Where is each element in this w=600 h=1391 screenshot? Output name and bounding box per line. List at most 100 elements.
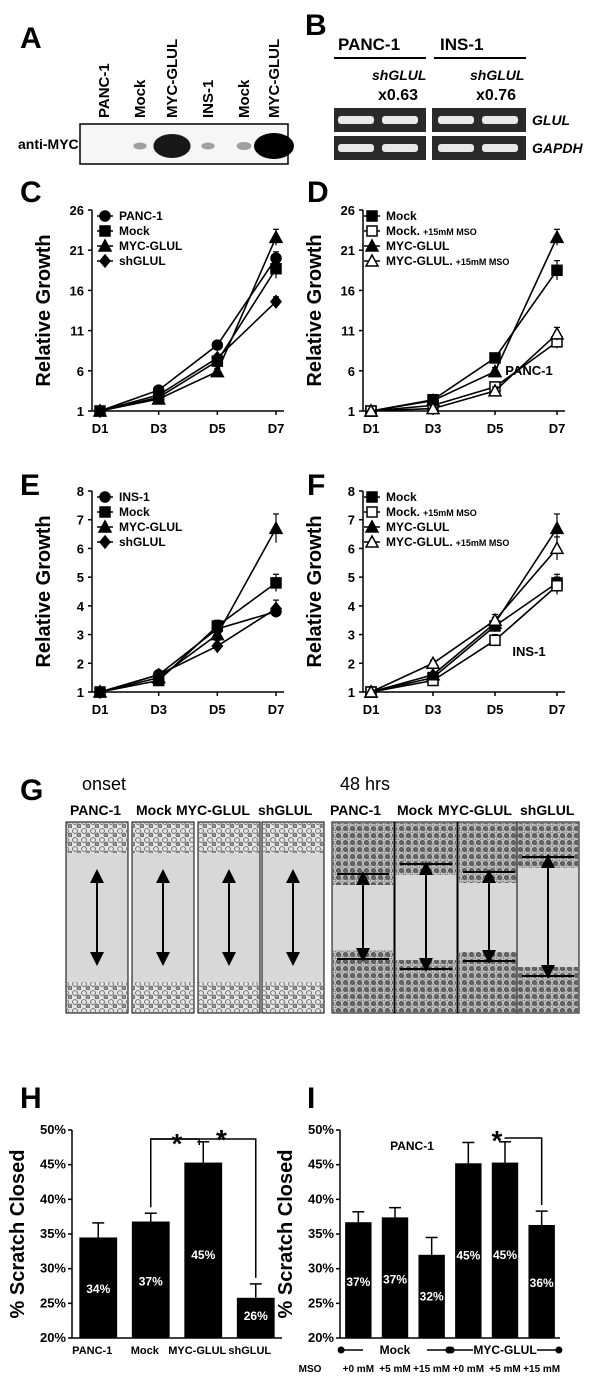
d-point-0-3 (551, 264, 563, 277)
i-group-dot-end-1 (555, 1346, 563, 1354)
f-legend-label-3: MYC-GLUL. +15mM MSO (386, 535, 509, 549)
f-point-2-3 (549, 520, 565, 535)
e-xtick-label-2: D5 (209, 702, 226, 717)
i-group-label-bg-1 (473, 1342, 537, 1358)
d-xtick-label-2: D5 (487, 421, 504, 436)
f-xtick-label-2: D5 (487, 702, 504, 717)
h-significance-0: * (172, 1128, 183, 1159)
i-bar-0 (345, 1222, 372, 1338)
gel-treatment-panc1: shGLUL (372, 67, 426, 83)
i-xtick-label-1: +5 mM (379, 1364, 410, 1375)
onset-label: onset (82, 774, 126, 794)
f-ytick-label-6: 7 (348, 513, 355, 528)
d-point-0-2 (489, 352, 501, 364)
i-bar-5 (528, 1224, 555, 1338)
d-legend-item-1: Mock. +15mM MSO (364, 224, 477, 238)
e-xtick-label-3: D7 (268, 702, 285, 717)
e-point-3-0 (94, 684, 106, 700)
h-bar-label-0: 34% (86, 1282, 110, 1296)
h-xtick-label-3: shGLUL (228, 1345, 271, 1357)
d-ytick-label-5: 26 (341, 203, 355, 218)
d-legend-marker-3 (364, 253, 380, 267)
chart-i: 20% 25% 30% 35% 40% 45% 50% % Scratch Closed 37%… (275, 1122, 563, 1375)
c-legend-marker-1 (99, 225, 111, 237)
c-ytick-label-5: 26 (70, 203, 84, 218)
e-legend-label-1: Mock (119, 505, 150, 519)
gel-band-0 (338, 116, 374, 124)
scratch-cells-top-2 (199, 823, 259, 853)
d-legend-label-2: MYC-GLUL (386, 239, 449, 253)
gel-band-6 (438, 144, 474, 152)
c-point-3-2 (211, 350, 224, 366)
h-bar-label-2: 45% (191, 1248, 215, 1262)
f-point-3-2 (487, 612, 503, 626)
e-legend-item-3: shGLUL (97, 534, 166, 550)
h-bar-0 (79, 1237, 118, 1338)
e-ylabel: Relative Growth (33, 515, 55, 667)
d-annotation: PANC-1 (505, 363, 552, 378)
i-ytick-label-2: 30% (308, 1261, 334, 1276)
blot-band-3 (201, 142, 215, 150)
i-significance-0: * (492, 1125, 503, 1156)
e-series-line-1 (99, 582, 277, 693)
e-series-ins-1-0 (94, 605, 282, 698)
e-ytick-label-0: 1 (77, 685, 84, 700)
scratch-cells-bottom-7 (518, 967, 578, 1012)
scratch-cells-top-1 (133, 823, 193, 853)
i-ytick-label-6: 50% (308, 1122, 334, 1137)
f-legend-marker-0 (366, 491, 378, 503)
d-series-myc-glul-3 (363, 326, 565, 417)
i-annotation: PANC-1 (390, 1139, 434, 1153)
h-ytick-label-2: 30% (40, 1261, 66, 1276)
scratch-cells-top-6 (459, 823, 519, 883)
panel-label-f: F (307, 469, 325, 502)
i-ytick-label-5: 45% (308, 1157, 334, 1172)
d-legend-label-0: Mock (386, 209, 417, 223)
i-mso-label: MSO (299, 1364, 322, 1375)
d-xtick-label-0: D1 (363, 421, 380, 436)
gel-band-5 (382, 144, 418, 152)
panel-label-e: E (20, 469, 40, 502)
c-ytick-label-0: 1 (77, 404, 84, 419)
c-xtick-label-1: D3 (150, 421, 167, 436)
panel-label-d: D (307, 176, 329, 209)
c-point-1-3 (270, 262, 282, 275)
d-legend-label-3: MYC-GLUL. +15mM MSO (386, 254, 509, 268)
e-series-line-0 (99, 610, 277, 693)
e-xtick-label-1: D3 (150, 702, 167, 717)
blot-lane-label-1: Mock (132, 79, 149, 118)
i-xtick-label-3: +0 mM (453, 1364, 484, 1375)
gel-band-1 (382, 116, 418, 124)
blot-band-2 (153, 134, 191, 158)
i-ylabel: % Scratch Closed (275, 1150, 297, 1319)
scratch-lane-label-0: PANC-1 (70, 802, 121, 818)
c-point-3-3 (270, 294, 282, 309)
e-point-3-3 (270, 601, 282, 616)
e-ytick-label-2: 3 (77, 628, 84, 643)
48hrs-label: 48 hrs (340, 774, 390, 794)
c-legend-label-3: shGLUL (119, 254, 166, 268)
d-series-line-1 (370, 341, 558, 412)
h-ytick-label-0: 20% (40, 1330, 66, 1345)
e-ytick-label-1: 2 (77, 656, 84, 671)
scratch-lane-label-7: shGLUL (520, 802, 575, 818)
c-series-line-3 (99, 301, 277, 412)
e-ytick-label-7: 8 (77, 484, 84, 499)
f-series-line-3 (370, 547, 558, 693)
h-ytick-label-1: 25% (40, 1295, 66, 1310)
scratch-lane-label-1: Mock (136, 802, 172, 818)
h-xtick-label-0: PANC-1 (72, 1345, 112, 1357)
f-ytick-label-3: 4 (348, 599, 356, 614)
h-ylabel: % Scratch Closed (7, 1150, 29, 1319)
western-blot-panel: anti-MYC PANC-1 Mock MYC-GLUL INS-1 Mock MYC-… (18, 39, 294, 165)
d-legend-marker-2 (364, 238, 380, 252)
i-ytick-label-4: 40% (308, 1191, 334, 1206)
f-legend-label-2: MYC-GLUL (386, 520, 449, 534)
gel-group-label-panc1: PANC-1 (338, 35, 400, 54)
e-ytick-label-5: 6 (77, 541, 84, 556)
blot-lane-label-4: Mock (236, 79, 253, 118)
f-series-line-0 (370, 582, 558, 693)
i-bar-label-3: 45% (456, 1248, 480, 1262)
scratch-lane-label-3: shGLUL (258, 802, 313, 818)
